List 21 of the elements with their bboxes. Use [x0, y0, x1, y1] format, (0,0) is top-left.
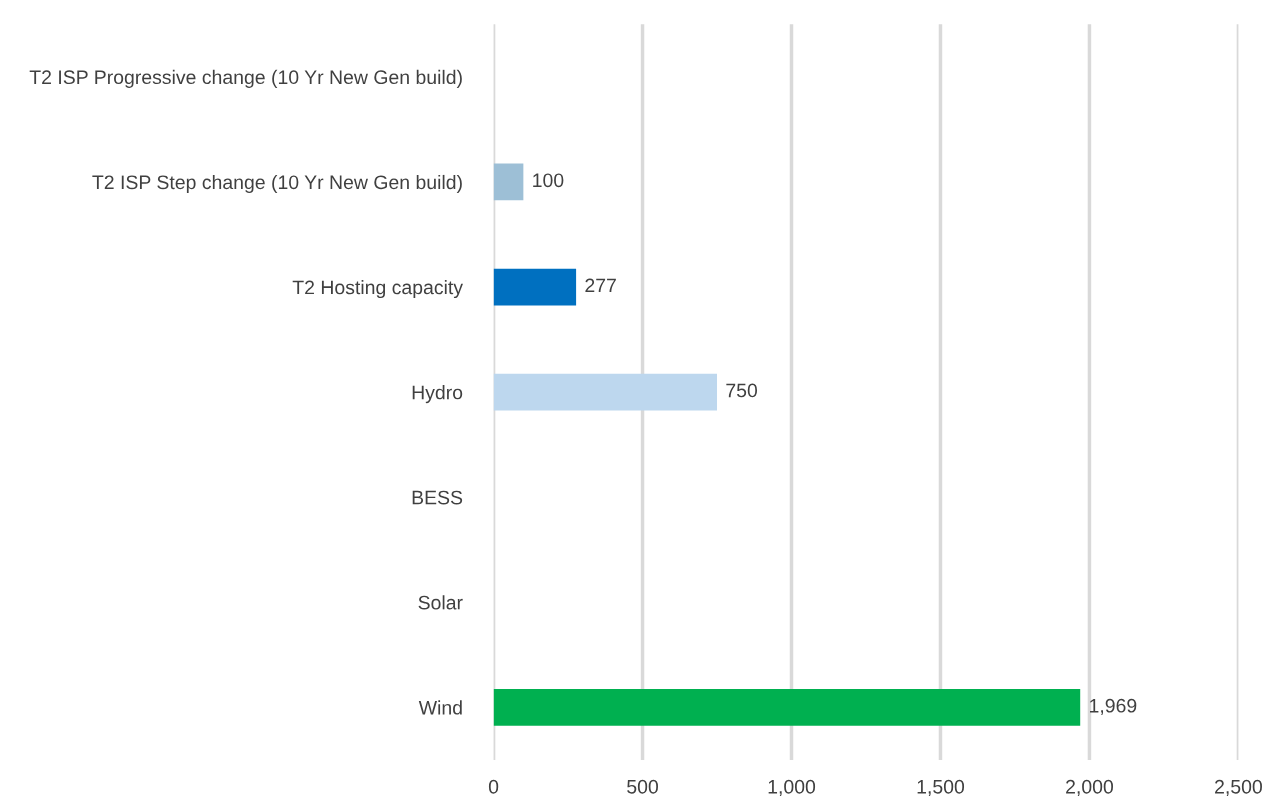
- bar: [493, 163, 524, 201]
- y-tick-label: T2 ISP Step change (10 Yr New Gen build): [92, 174, 462, 194]
- x-tick-label: 2,500: [1215, 779, 1262, 796]
- y-tick-label: T2 Hosting capacity: [292, 279, 463, 299]
- y-tick-label: T2 ISP Progressive change (10 Yr New Gen build): [29, 69, 462, 88]
- data-label: 100: [533, 173, 564, 188]
- bar: [493, 688, 1081, 726]
- y-tick-label: Solar: [418, 595, 463, 610]
- x-tick-label: 1,500: [917, 779, 965, 796]
- x-tick-label: 2,000: [1066, 779, 1114, 796]
- bar: [493, 373, 718, 411]
- bar: [493, 268, 577, 306]
- y-tick-label: BESS: [412, 490, 463, 505]
- y-tick-label: Hydro: [412, 385, 463, 404]
- data-label: 1,969: [1090, 698, 1137, 715]
- y-tick-label: Wind: [418, 700, 462, 715]
- x-tick-label: 0: [488, 779, 499, 794]
- data-label: 277: [585, 278, 616, 293]
- data-label: 750: [726, 383, 758, 398]
- x-tick-label: 500: [627, 779, 658, 794]
- x-tick-label: 1,000: [768, 779, 816, 796]
